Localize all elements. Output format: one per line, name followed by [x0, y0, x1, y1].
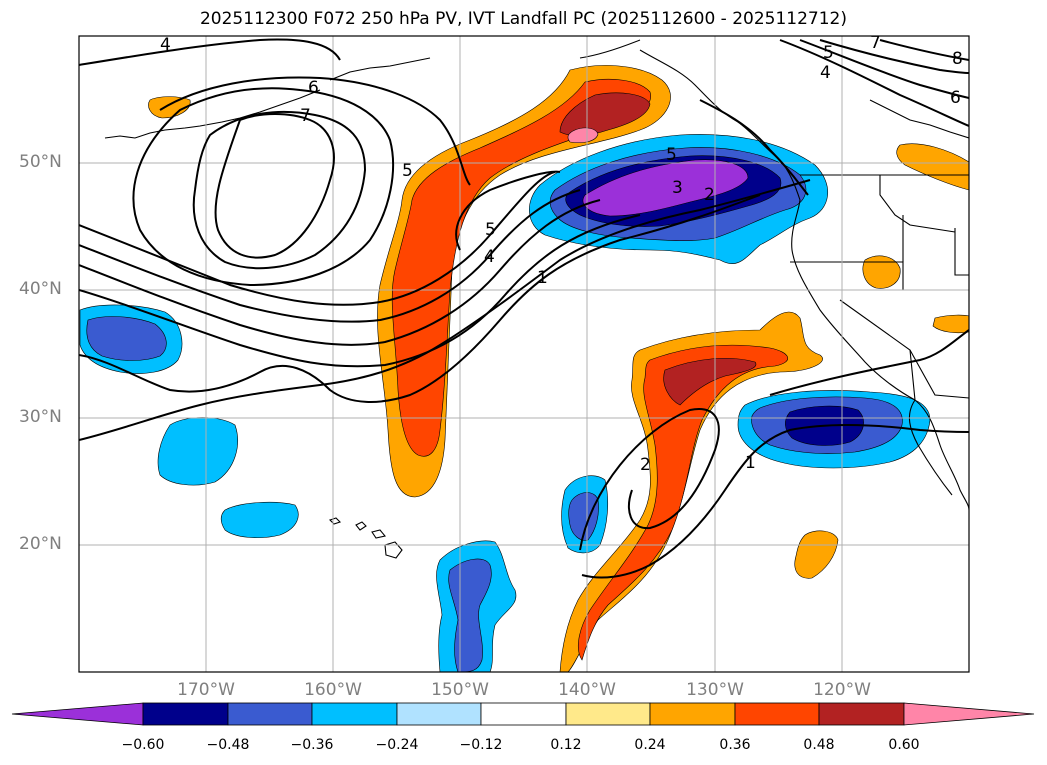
contour-label-2: 2 — [704, 185, 715, 205]
contour-label-1b: 1 — [745, 453, 756, 473]
contour-label-5a: 5 — [402, 161, 413, 181]
lat-label-20n: 20°N — [19, 534, 62, 554]
lon-label-170w: 170°W — [177, 680, 235, 700]
contour-label-1: 1 — [537, 268, 548, 288]
colorbar — [11, 702, 1035, 726]
colorbar-tick: −0.48 — [206, 737, 250, 753]
contour-label-3: 3 — [672, 178, 683, 198]
contour-label-6b: 6 — [950, 88, 961, 108]
contour-label-7b: 7 — [870, 33, 881, 53]
contour-labels: 4 6 7 5 5 4 1 5 3 2 5 4 6 7 8 2 1 — [160, 33, 963, 475]
map-plot-area: 4 6 7 5 5 4 1 5 3 2 5 4 6 7 8 2 1 — [79, 33, 969, 672]
contour-label-5b: 5 — [485, 220, 496, 240]
lon-label-130w: 130°W — [686, 680, 744, 700]
contour-label-5c: 5 — [666, 145, 677, 165]
gridlines — [79, 36, 969, 672]
colorbar-tick: 0.36 — [719, 737, 751, 753]
lat-label-50n: 50°N — [19, 152, 62, 172]
colorbar-tick: −0.24 — [375, 737, 419, 753]
positive-anomaly-shading — [148, 65, 969, 672]
contour-label-8: 8 — [952, 49, 963, 69]
colorbar-tick: −0.60 — [121, 737, 165, 753]
colorbar-tick: −0.12 — [459, 737, 503, 753]
colorbar-tick: −0.36 — [290, 737, 334, 753]
contour-label-4: 4 — [160, 35, 171, 55]
contour-label-2b: 2 — [640, 455, 651, 475]
lon-label-140w: 140°W — [558, 680, 616, 700]
plot-frame — [78, 35, 970, 673]
contour-label-4b: 4 — [484, 247, 495, 267]
colorbar-tick: 0.48 — [803, 737, 835, 753]
map-title: 2025112300 F072 250 hPa PV, IVT Landfall… — [199, 9, 847, 29]
lon-label-150w: 150°W — [431, 680, 489, 700]
contour-label-5d: 5 — [823, 43, 834, 63]
lon-label-160w: 160°W — [304, 680, 362, 700]
colorbar-extend-max — [903, 702, 1035, 726]
colorbar-tick: 0.12 — [550, 737, 582, 753]
colorbar-tick: 0.24 — [634, 737, 666, 753]
contour-label-4c: 4 — [820, 63, 831, 83]
lat-label-40n: 40°N — [19, 279, 62, 299]
contour-label-7: 7 — [300, 106, 311, 126]
contour-label-6: 6 — [308, 78, 319, 98]
negative-anomaly-shading — [79, 134, 931, 672]
lon-label-120w: 120°W — [813, 680, 871, 700]
colorbar-extend-min — [11, 702, 144, 726]
lat-label-30n: 30°N — [19, 407, 62, 427]
colorbar-tick: 0.60 — [888, 737, 920, 753]
pv-contours — [79, 38, 969, 579]
